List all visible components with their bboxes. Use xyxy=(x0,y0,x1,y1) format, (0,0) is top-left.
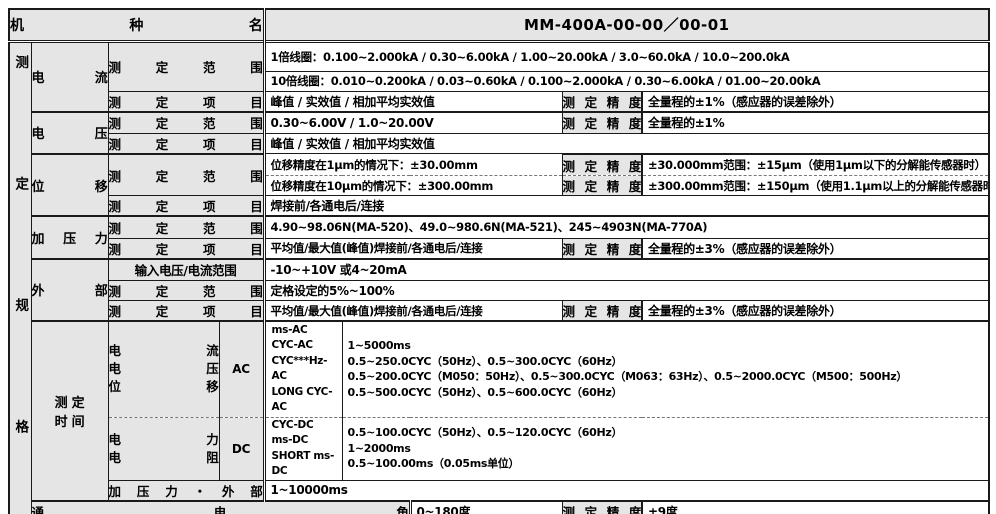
external-item-value: 平均值/最大值(峰值)焊接前/各通电后/连接 xyxy=(262,300,563,322)
time-ac-channels: 电 流 电 压 位 移 xyxy=(107,320,220,418)
time-ac-modes: ms-AC CYC-AC CYC***Hz-AC LONG CYC-AC xyxy=(262,320,343,418)
group-measurement-label: 测定规格 xyxy=(12,54,29,514)
external-item-label: 测 定 项 目 xyxy=(107,300,265,322)
current-range-label: 测 定 范 围 xyxy=(107,39,265,92)
current-precision-label: 测 定 精 度 xyxy=(561,90,643,112)
displacement-precision-10um: ±300.00mm范围：±150μm（使用1.1μm以上的分解能传感器时） xyxy=(641,175,990,197)
time-ac-ranges: 1~5000ms 0.5~250.0CYC（50Hz）、0.5~300.0CYC… xyxy=(341,320,990,418)
time-press-ext-value: 1~10000ms xyxy=(262,479,990,501)
force-precision-value: 全量程的±3%（感应器的误差除外） xyxy=(641,237,990,260)
time-dc-modes: CYC-DC ms-DC SHORT ms-DC xyxy=(262,416,343,481)
conduction-precision-value: ±9度 xyxy=(641,499,990,514)
external-range-value: 定格设定的5%~100% xyxy=(262,280,990,302)
voltage-item-label: 测 定 项 目 xyxy=(107,132,265,155)
conduction-angle-label: 通 电 角 xyxy=(30,499,411,514)
external-input-range-value: -10~+10V 或4~20mA xyxy=(262,257,990,282)
voltage-category: 电 压 xyxy=(30,110,109,155)
displacement-precision-label-1: 测 定 精 度 xyxy=(561,152,643,177)
voltage-range-value: 0.30~6.00V / 1.0~20.00V xyxy=(262,110,563,134)
force-range-value: 4.90~98.06N(MA-520)、49.0~980.6N(MA-521)、… xyxy=(262,215,990,239)
force-item-label: 测 定 项 目 xyxy=(107,237,265,260)
model-number: MM-400A-00-00／00-01 xyxy=(262,8,990,42)
external-category: 外 部 xyxy=(30,257,109,322)
external-range-label: 测 定 范 围 xyxy=(107,280,265,302)
voltage-item-value: 峰值 / 实效值 / 相加平均实效值 xyxy=(262,132,990,155)
voltage-range-label: 测 定 范 围 xyxy=(107,110,265,134)
time-ac-label: AC xyxy=(218,320,265,418)
displacement-precision-1um: ±30.000mm范围：±15μm（使用1μm以下的分解能传感器时） xyxy=(641,152,990,177)
voltage-precision-value: 全量程的±1% xyxy=(641,110,990,134)
time-category: 测 定 时 间 xyxy=(30,320,109,502)
conduction-angle-value: 0~180度 xyxy=(408,499,563,514)
displacement-range-label: 测 定 范 围 xyxy=(107,152,265,197)
external-precision-label: 测 定 精 度 xyxy=(561,300,643,322)
current-category: 电 流 xyxy=(30,39,109,112)
current-item-value: 峰值 / 实效值 / 相加平均实效值 xyxy=(262,90,563,112)
time-dc-label: DC xyxy=(218,416,265,481)
spec-table: 机 种 名 MM-400A-00-00／00-01 测定规格 电 流 测 定 范… xyxy=(8,8,991,514)
external-precision-value: 全量程的±3%（感应器的误差除外） xyxy=(641,300,990,322)
current-range-coil1: 1倍线圈：0.100~2.000kA / 0.30~6.00kA / 1.00~… xyxy=(262,39,990,72)
voltage-precision-label: 测 定 精 度 xyxy=(561,110,643,134)
displacement-category: 位 移 xyxy=(30,152,109,217)
displacement-item-label: 测 定 项 目 xyxy=(107,195,265,217)
conduction-precision-label: 测 定 精 度 xyxy=(561,499,643,514)
time-dc-channels: 电 力 电 阻 xyxy=(107,416,220,481)
time-press-ext-label: 加 压 力 ・ 外 部 xyxy=(107,479,265,501)
time-dc-ranges: 0.5~100.0CYC（50Hz）、0.5~120.0CYC（60Hz） 1~… xyxy=(341,416,990,481)
displacement-item-value: 焊接前/各通电后/连接 xyxy=(262,195,990,217)
force-item-value: 平均值/最大值(峰值)焊接前/各通电后/连接 xyxy=(262,237,563,260)
current-range-coil10: 10倍线圈：0.010~0.200kA / 0.03~0.60kA / 0.10… xyxy=(262,70,990,92)
current-precision-value: 全量程的±1%（感应器的误差除外） xyxy=(641,90,990,112)
force-precision-label: 测 定 精 度 xyxy=(561,237,643,260)
displacement-precision-label-2: 测 定 精 度 xyxy=(561,175,643,197)
displacement-range-1um: 位移精度在1μm的情况下：±30.00mm xyxy=(262,153,563,177)
external-input-range-label: 输入电压/电流范围 xyxy=(107,257,265,282)
force-range-label: 测 定 范 围 xyxy=(107,215,265,239)
model-name-label: 机 种 名 xyxy=(8,8,265,42)
group-measurement-spec: 测定规格 xyxy=(8,39,32,514)
force-category: 加 压 力 xyxy=(30,215,109,260)
current-item-label: 测 定 项 目 xyxy=(107,90,265,112)
displacement-range-10um: 位移精度在10μm的情况下：±300.00mm xyxy=(262,175,563,197)
